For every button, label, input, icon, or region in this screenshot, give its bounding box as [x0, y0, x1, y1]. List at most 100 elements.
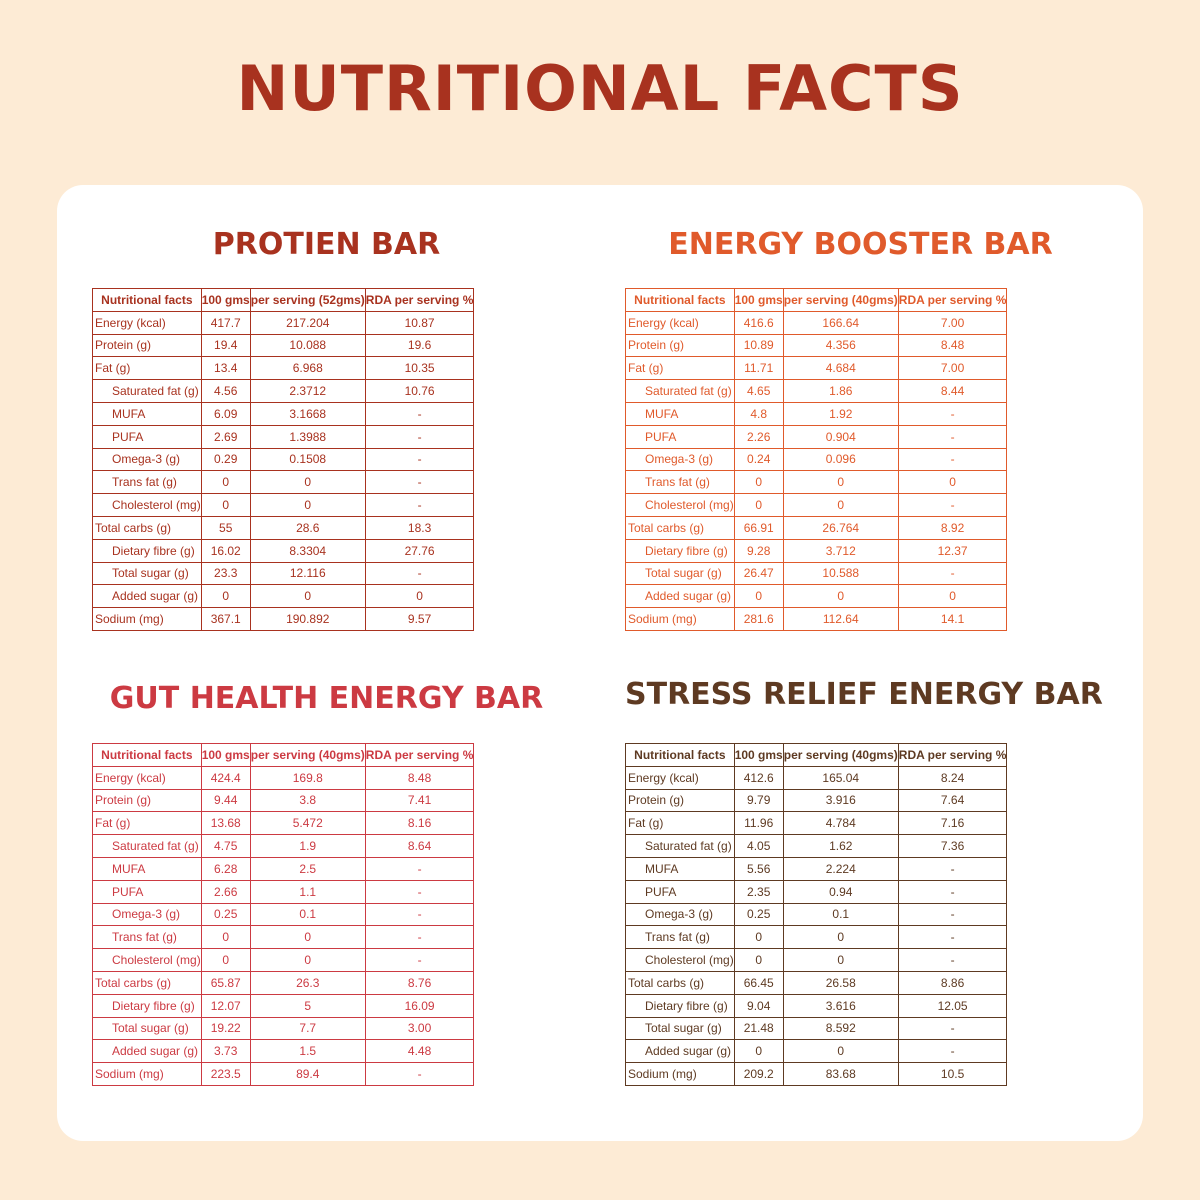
table-header-row: Nutritional facts 100 gms per serving (40g… — [625, 288, 1008, 312]
value-per-serving: 2.5 — [249, 856, 366, 881]
table-row: Protein (g) 9.79 3.916 7.64 — [625, 788, 1008, 813]
value-per-serving: 0 — [782, 493, 899, 517]
nutrient-name: Fat (g) — [92, 356, 202, 381]
table-row: MUFA 4.8 1.92- — [625, 401, 1008, 426]
table-row: Total sugar (g) 26.47 10.588- — [625, 561, 1008, 586]
value-per-serving: 1.92 — [782, 401, 899, 426]
nutrient-name: Added sugar (g) — [92, 1039, 202, 1064]
table-row: Fat (g) 11.96 4.784 7.16 — [625, 811, 1008, 836]
nutrient-name: Added sugar (g) — [625, 1039, 735, 1064]
nutrient-name: Dietary fibre (g) — [625, 993, 735, 1018]
header-100-gms: 100 gms — [733, 288, 784, 312]
nutrient-name: Fat (g) — [625, 811, 735, 836]
value-100g: 4.8 — [733, 401, 784, 426]
value-100g: 2.69 — [200, 424, 251, 449]
value-per-serving: 0 — [249, 493, 366, 517]
header-per-serving: per serving (40gms) — [249, 743, 366, 767]
value-per-serving: 0 — [782, 470, 899, 495]
table-row: Sodium (mg) 209.2 83.68 10.5 — [625, 1062, 1008, 1086]
value-per-serving: 10.088 — [249, 333, 366, 358]
nutrient-name: Sodium (mg) — [92, 1062, 202, 1086]
value-rda: 8.16 — [364, 811, 475, 836]
value-rda: - — [897, 401, 1008, 426]
value-100g: 0 — [733, 584, 784, 609]
value-per-serving: 0.096 — [782, 447, 899, 472]
table-row: Total carbs (g) 55 28.6 18.3 — [92, 515, 475, 540]
table-row: Total sugar (g) 23.3 12.116- — [92, 561, 475, 586]
value-per-serving: 3.916 — [782, 788, 899, 813]
value-100g: 23.3 — [200, 561, 251, 586]
value-per-serving: 0.1508 — [249, 447, 366, 472]
value-rda: - — [897, 1039, 1008, 1064]
value-rda: 12.05 — [897, 993, 1008, 1018]
table-row: Total sugar (g) 21.48 8.592- — [625, 1016, 1008, 1041]
nutrition-table: Nutritional facts 100 gms per serving (40g… — [92, 743, 475, 1086]
value-100g: 13.4 — [200, 356, 251, 381]
value-rda: - — [897, 948, 1008, 972]
value-100g: 9.28 — [733, 538, 784, 563]
value-per-serving: 26.764 — [782, 515, 899, 540]
nutrient-name: Dietary fibre (g) — [92, 993, 202, 1018]
value-per-serving: 2.224 — [782, 856, 899, 881]
nutrient-name: Protein (g) — [625, 788, 735, 813]
value-rda: 0 — [897, 584, 1008, 609]
value-100g: 223.5 — [200, 1062, 251, 1086]
value-rda: - — [364, 424, 475, 449]
value-rda: 0 — [364, 584, 475, 609]
value-rda: - — [364, 902, 475, 927]
value-per-serving: 217.204 — [249, 310, 366, 335]
value-rda: 7.00 — [897, 356, 1008, 381]
table-row: MUFA 6.28 2.5- — [92, 856, 475, 881]
value-per-serving: 1.62 — [782, 834, 899, 858]
value-100g: 0 — [733, 493, 784, 517]
value-100g: 66.45 — [733, 970, 784, 995]
nutrient-name: Total sugar (g) — [92, 561, 202, 586]
header-100-gms: 100 gms — [200, 288, 251, 312]
nutrient-name: Cholesterol (mg) — [92, 493, 202, 517]
table-row: Saturated fat (g) 4.05 1.62 7.36 — [625, 834, 1008, 858]
value-per-serving: 8.592 — [782, 1016, 899, 1041]
value-per-serving: 3.616 — [782, 993, 899, 1018]
value-per-serving: 4.684 — [782, 356, 899, 381]
nutrient-name: Trans fat (g) — [92, 470, 202, 495]
value-100g: 21.48 — [733, 1016, 784, 1041]
nutrient-name: Fat (g) — [92, 811, 202, 836]
nutrient-name: Omega-3 (g) — [92, 447, 202, 472]
value-100g: 367.1 — [200, 607, 251, 631]
value-100g: 2.26 — [733, 424, 784, 449]
nutrient-name: PUFA — [92, 424, 202, 449]
table-row: Trans fat (g) 0 0- — [92, 925, 475, 950]
value-rda: 7.36 — [897, 834, 1008, 858]
table-row: MUFA 6.09 3.1668- — [92, 401, 475, 426]
value-rda: - — [364, 948, 475, 972]
value-rda: 8.64 — [364, 834, 475, 858]
header-nutritional-facts: Nutritional facts — [92, 288, 202, 312]
value-100g: 66.91 — [733, 515, 784, 540]
value-per-serving: 12.116 — [249, 561, 366, 586]
table-row: PUFA 2.66 1.1- — [92, 879, 475, 904]
nutrient-name: PUFA — [92, 879, 202, 904]
nutrient-name: Sodium (mg) — [92, 607, 202, 631]
header-rda-per-serving: RDA per serving % — [897, 743, 1008, 767]
value-per-serving: 0 — [249, 584, 366, 609]
value-per-serving: 83.68 — [782, 1062, 899, 1086]
value-rda: - — [897, 561, 1008, 586]
table-row: Trans fat (g) 0 0- — [92, 470, 475, 495]
value-100g: 6.28 — [200, 856, 251, 881]
table-row: Omega-3 (g) 0.25 0.1- — [92, 902, 475, 927]
table-row: Saturated fat (g) 4.65 1.86 8.44 — [625, 379, 1008, 403]
value-per-serving: 4.356 — [782, 333, 899, 358]
panel-title: STRESS RELIEF ENERGY BAR — [625, 677, 1103, 712]
value-per-serving: 5.472 — [249, 811, 366, 836]
nutrient-name: Total carbs (g) — [92, 970, 202, 995]
value-100g: 4.56 — [200, 379, 251, 403]
value-rda: 8.48 — [897, 333, 1008, 358]
value-rda: 8.48 — [364, 765, 475, 790]
header-rda-per-serving: RDA per serving % — [364, 288, 475, 312]
value-per-serving: 190.892 — [249, 607, 366, 631]
value-100g: 2.66 — [200, 879, 251, 904]
table-row: MUFA 5.56 2.224- — [625, 856, 1008, 881]
value-rda: - — [897, 856, 1008, 881]
value-per-serving: 7.7 — [249, 1016, 366, 1041]
table-row: Energy (kcal) 417.7 217.204 10.87 — [92, 310, 475, 335]
